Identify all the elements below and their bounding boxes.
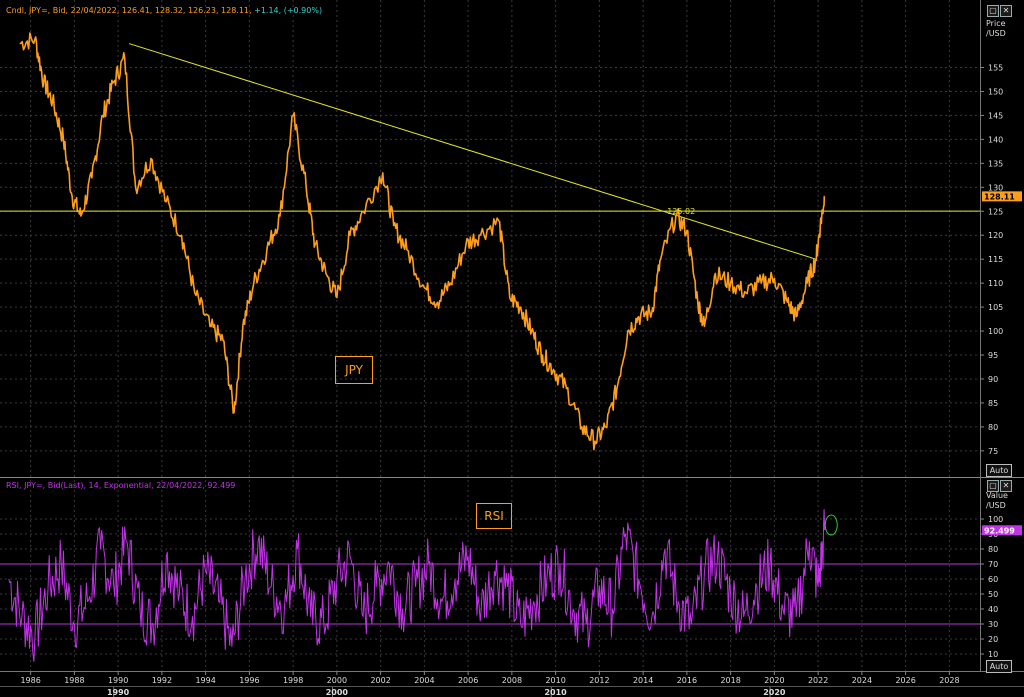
x-tick-label: 2016 [677,676,697,685]
rsi-tick-label: 40 [988,605,998,614]
price-tick-label: 110 [988,279,1003,288]
price-tick-label: 135 [988,159,1003,168]
price-restore-icon[interactable]: ▢ [987,5,999,17]
price-tick-label: 100 [988,327,1003,336]
price-tick-label: 95 [988,351,998,360]
rsi-panel-label: RSI [476,503,512,529]
decade-label: 1990 [107,688,130,697]
price-tick-label: 115 [988,255,1003,264]
rsi-tick-label: 50 [988,590,998,599]
x-tick-label: 2024 [852,676,872,685]
rsi-series-line [8,509,826,662]
price-series-line [19,32,826,451]
x-tick-label: 1998 [283,676,303,685]
rsi-tick-label: 100 [988,515,1003,524]
price-auto-button[interactable]: Auto [986,464,1012,477]
rsi-close-icon[interactable]: ✕ [1000,480,1012,492]
price-close-icon[interactable]: ✕ [1000,5,1012,17]
rsi-tick-label: 20 [988,635,998,644]
x-tick-label: 1994 [195,676,215,685]
price-tick-label: 85 [988,399,998,408]
rsi-tick-label: 30 [988,620,998,629]
rsi-tick-label: 70 [988,560,998,569]
price-tick-label: 150 [988,87,1003,96]
price-tick-label: 90 [988,375,998,384]
decade-label: 2020 [763,688,786,697]
rsi-unit-line2: /USD [986,501,1006,510]
x-tick-label: 2000 [327,676,347,685]
rsi-tick-label: 80 [988,545,998,554]
rsi-tick-label: 10 [988,650,998,659]
decade-label: 2010 [544,688,567,697]
x-tick-label: 2012 [589,676,609,685]
x-tick-label: 2006 [458,676,478,685]
rsi-last-tag-text: 92.499 [984,526,1015,535]
rsi-auto-button[interactable]: Auto [986,660,1012,673]
x-tick-label: 1992 [152,676,172,685]
price-panel-label: JPY [335,356,373,384]
x-tick-label: 1986 [20,676,40,685]
price-unit-line2: /USD [986,29,1006,38]
rsi-highlight-circle [824,514,838,536]
price-tick-label: 155 [988,64,1003,73]
x-tick-label: 2014 [633,676,653,685]
price-tick-label: 105 [988,303,1003,312]
x-tick-label: 2020 [764,676,784,685]
rsi-unit: Value /USD [986,491,1008,511]
x-tick-label: 2028 [939,676,959,685]
decade-label: 2000 [326,688,349,697]
price-tick-label: 125 [988,207,1003,216]
rsi-unit-line1: Value [986,491,1008,500]
rsi-last-tag [982,525,1022,536]
price-unit: Price /USD [986,19,1006,39]
trendline [128,43,817,260]
price-last-tag [982,191,1022,202]
x-tick-label: 2022 [808,676,828,685]
x-tick-label: 2002 [370,676,390,685]
rsi-header: RSI, JPY=, Bid(Last), 14, Exponential, 2… [6,481,236,490]
x-tick-label: 1990 [108,676,128,685]
price-tick-label: 75 [988,447,998,456]
price-header: Cndl, JPY=, Bid, 22/04/2022, 126.41, 128… [6,6,322,15]
price-header-change: +1.14, (+0.90%) [254,6,323,15]
price-last-tag-text: 128.11 [984,192,1015,201]
x-tick-label: 1988 [64,676,84,685]
price-tick-label: 120 [988,231,1003,240]
price-tick-label: 145 [988,111,1003,120]
price-tick-label: 140 [988,135,1003,144]
price-header-text: Cndl, JPY=, Bid, 22/04/2022, 126.41, 128… [6,6,252,15]
price-tick-label: 130 [988,183,1003,192]
x-tick-label: 2018 [720,676,740,685]
x-tick-label: 2026 [895,676,915,685]
x-tick-label: 2004 [414,676,434,685]
price-unit-line1: Price [986,19,1006,28]
x-tick-label: 2010 [545,676,565,685]
level-label: 125.02 [667,207,695,216]
rsi-restore-icon[interactable]: ▢ [987,480,999,492]
price-tick-label: 80 [988,423,998,432]
x-tick-label: 2008 [502,676,522,685]
x-tick-label: 1996 [239,676,259,685]
rsi-tick-label: 60 [988,575,998,584]
